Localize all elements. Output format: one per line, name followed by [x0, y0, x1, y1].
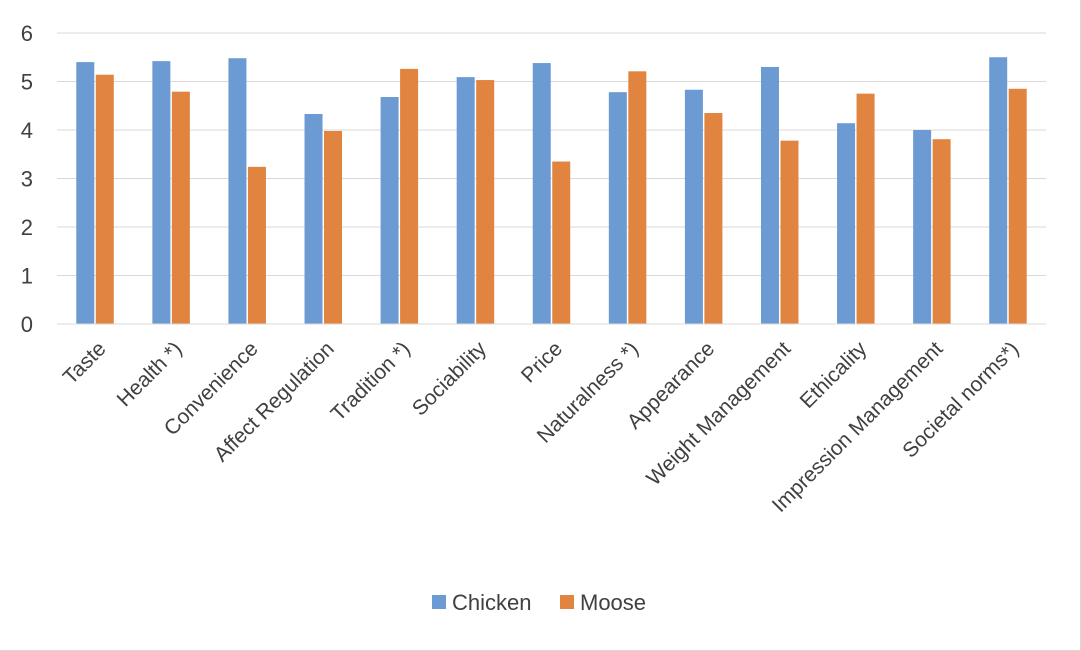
y-tick-label: 5	[21, 70, 33, 95]
bar-chicken-7	[608, 92, 627, 324]
bar-moose-4	[400, 68, 419, 324]
bar-chicken-3	[304, 113, 323, 325]
y-tick-label: 4	[21, 118, 33, 143]
bar-moose-7	[628, 71, 647, 324]
legend-swatch-moose	[560, 595, 574, 609]
y-tick-label: 6	[21, 21, 33, 46]
bar-moose-12	[1008, 88, 1027, 325]
x-category-label: Tradition *)	[327, 337, 415, 425]
y-tick-label: 2	[21, 215, 33, 240]
bar-chicken-9	[760, 66, 779, 324]
x-category-label: Weight Management	[642, 337, 795, 490]
bar-chicken-1	[152, 61, 171, 324]
legend-label-chicken: Chicken	[452, 590, 531, 615]
x-category-label: Taste	[59, 337, 111, 389]
x-category-label: Ethicality	[796, 337, 872, 413]
bar-moose-6	[552, 161, 571, 324]
bar-chicken-0	[76, 62, 95, 324]
y-axis-tick-labels: 0 1 2 3 4 5 6	[21, 21, 33, 337]
bar-chicken-4	[380, 97, 399, 325]
bar-moose-0	[95, 74, 114, 325]
bar-chicken-2	[228, 58, 247, 324]
bar-chicken-11	[913, 130, 932, 324]
x-category-label: Price	[517, 337, 567, 387]
legend-label-moose: Moose	[580, 590, 646, 615]
legend: Chicken Moose	[432, 590, 646, 615]
bar-moose-1	[171, 91, 190, 324]
bars	[76, 57, 1027, 325]
y-tick-label: 1	[21, 264, 33, 289]
bar-moose-9	[780, 140, 799, 324]
bar-chicken-5	[456, 77, 475, 324]
bar-moose-2	[247, 166, 266, 324]
bar-moose-3	[324, 130, 343, 324]
gridlines	[57, 32, 1046, 276]
legend-swatch-chicken	[432, 595, 446, 609]
bar-chicken-12	[989, 57, 1008, 324]
y-tick-label: 3	[21, 167, 33, 192]
bar-chicken-10	[837, 123, 856, 325]
bar-chicken-6	[532, 63, 551, 324]
bar-moose-8	[704, 113, 723, 325]
bar-moose-5	[476, 80, 495, 324]
x-category-label: Health *)	[113, 337, 187, 411]
bar-moose-10	[856, 93, 875, 324]
bar-moose-11	[932, 139, 951, 324]
y-tick-label: 0	[21, 312, 33, 337]
bar-chicken-8	[684, 89, 703, 325]
x-category-label: Sociability	[408, 337, 491, 420]
